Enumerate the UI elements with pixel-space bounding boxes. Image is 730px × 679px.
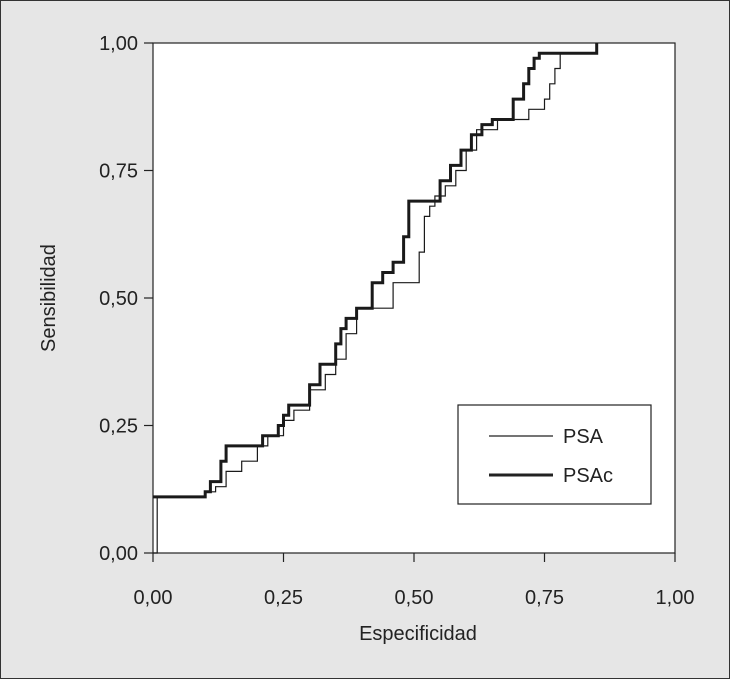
legend-box (457, 404, 652, 505)
y-axis-label: Sensibilidad (38, 244, 60, 352)
y-tick-label: 0,00 (99, 543, 138, 565)
legend-label-psac: PSAc (563, 465, 613, 487)
series-layer (153, 43, 599, 554)
x-tick-label: 0,25 (264, 587, 303, 609)
series-line-psac (153, 43, 599, 499)
x-tick-label: 0,50 (395, 587, 434, 609)
x-tick-label: 0,00 (134, 587, 173, 609)
y-axis: 0,00 0,25 0,50 0,75 1,00 (99, 33, 153, 565)
y-tick-label: 0,75 (99, 161, 138, 183)
x-axis-label: Especificidad (359, 623, 477, 645)
x-tick-label: 1,00 (656, 587, 695, 609)
y-tick-label: 0,50 (99, 288, 138, 310)
y-tick-label: 0,25 (99, 416, 138, 438)
x-tick-label: 0,75 (525, 587, 564, 609)
y-tick-label: 1,00 (99, 33, 138, 55)
legend: PSA PSAc (457, 404, 652, 505)
series-line-psa (153, 52, 597, 554)
x-axis: 0,00 0,25 0,50 0,75 1,00 (134, 553, 695, 609)
legend-label-psa: PSA (563, 426, 604, 448)
